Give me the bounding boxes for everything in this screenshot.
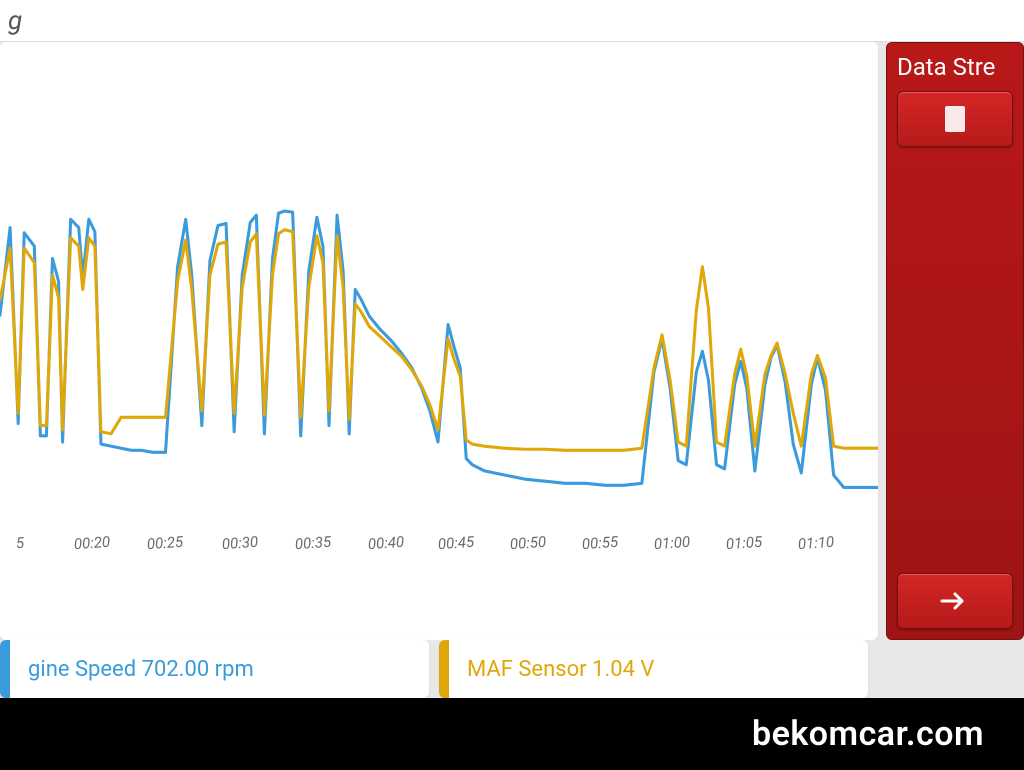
arrow-icon (940, 591, 970, 611)
series-maf_sensor (0, 230, 878, 451)
legend-item-maf-sensor[interactable]: MAF Sensor 1.04 V (439, 640, 868, 698)
legend-label-a: gine Speed 702.00 rpm (28, 657, 254, 682)
side-spacer (897, 147, 1013, 573)
main-row: 5 00:20 00:25 00:30 00:35 00:40 00:45 00:50 00:5… (0, 42, 1024, 640)
x-tick-label: 01:05 (725, 533, 762, 553)
document-icon (944, 105, 966, 133)
x-tick-label: 00:25 (146, 533, 183, 553)
x-tick-label: 5 (15, 534, 24, 553)
watermark-text: bekomcar.com (752, 714, 984, 754)
chart-panel: 5 00:20 00:25 00:30 00:35 00:40 00:45 00:50 00:5… (0, 42, 878, 640)
side-panel: Data Stre (886, 42, 1024, 640)
side-button-top[interactable] (897, 91, 1013, 147)
legend-label-b: MAF Sensor 1.04 V (467, 657, 654, 682)
header-title-fragment: g (8, 6, 22, 36)
footer-bar: bekomcar.com (0, 698, 1024, 770)
side-panel-title: Data Stre (897, 53, 1013, 81)
legend-swatch-a (0, 640, 10, 698)
x-tick-label: 01:00 (653, 533, 690, 553)
chart-area[interactable]: 5 00:20 00:25 00:30 00:35 00:40 00:45 00:50 00:5… (0, 42, 878, 640)
x-tick-label: 00:30 (221, 533, 258, 553)
x-tick-label: 00:55 (581, 533, 618, 553)
x-tick-label: 01:10 (797, 533, 834, 553)
side-button-bottom[interactable] (897, 573, 1013, 629)
x-tick-label: 00:50 (509, 533, 546, 553)
legend-item-engine-speed[interactable]: gine Speed 702.00 rpm (0, 640, 429, 698)
x-tick-label: 00:40 (367, 533, 404, 553)
header-bar: g (0, 0, 1024, 42)
x-axis-labels: 5 00:20 00:25 00:30 00:35 00:40 00:45 00:50 00:5… (0, 534, 878, 554)
legend-swatch-b (439, 640, 449, 698)
x-tick-label: 00:45 (437, 533, 474, 553)
legend-row: gine Speed 702.00 rpm MAF Sensor 1.04 V (0, 640, 1024, 698)
x-tick-label: 00:35 (294, 533, 331, 553)
x-tick-label: 00:20 (73, 533, 110, 553)
app-root: g 5 00:20 00:25 00:30 00:35 00:40 00:45 00:50 00… (0, 0, 1024, 770)
series-engine_speed (0, 211, 878, 487)
legend-side-gap (878, 640, 1024, 698)
